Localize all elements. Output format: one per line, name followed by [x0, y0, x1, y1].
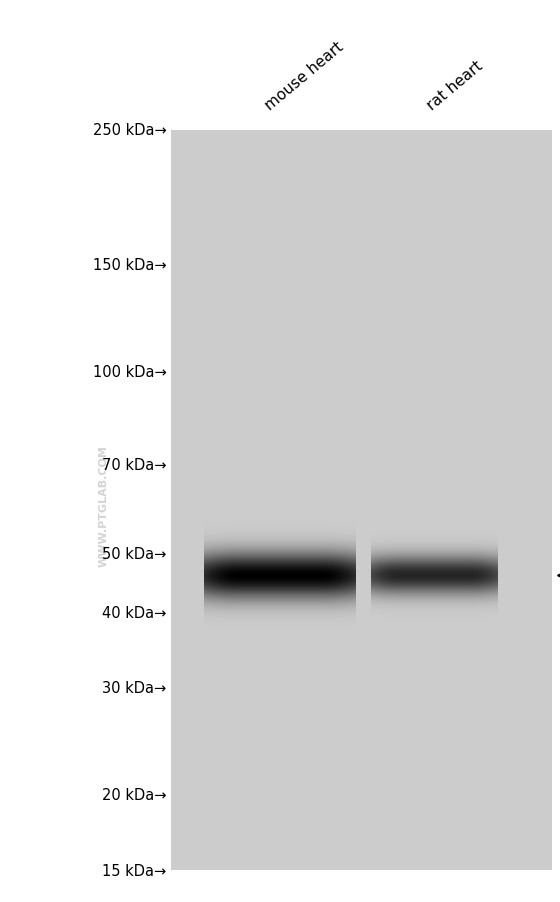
Text: 250 kDa→: 250 kDa→ [92, 124, 166, 138]
Text: 20 kDa→: 20 kDa→ [102, 787, 166, 802]
Text: rat heart: rat heart [424, 58, 486, 113]
Text: 150 kDa→: 150 kDa→ [93, 258, 166, 272]
Text: 40 kDa→: 40 kDa→ [102, 605, 166, 620]
Text: 15 kDa→: 15 kDa→ [102, 863, 166, 878]
Text: 70 kDa→: 70 kDa→ [102, 458, 166, 473]
Text: WWW.PTGLAB.COM: WWW.PTGLAB.COM [99, 445, 109, 566]
Text: 100 kDa→: 100 kDa→ [92, 364, 166, 379]
Text: 30 kDa→: 30 kDa→ [102, 681, 166, 695]
Bar [171, 131, 552, 870]
Text: 50 kDa→: 50 kDa→ [102, 547, 166, 561]
Text: mouse heart: mouse heart [262, 39, 346, 113]
